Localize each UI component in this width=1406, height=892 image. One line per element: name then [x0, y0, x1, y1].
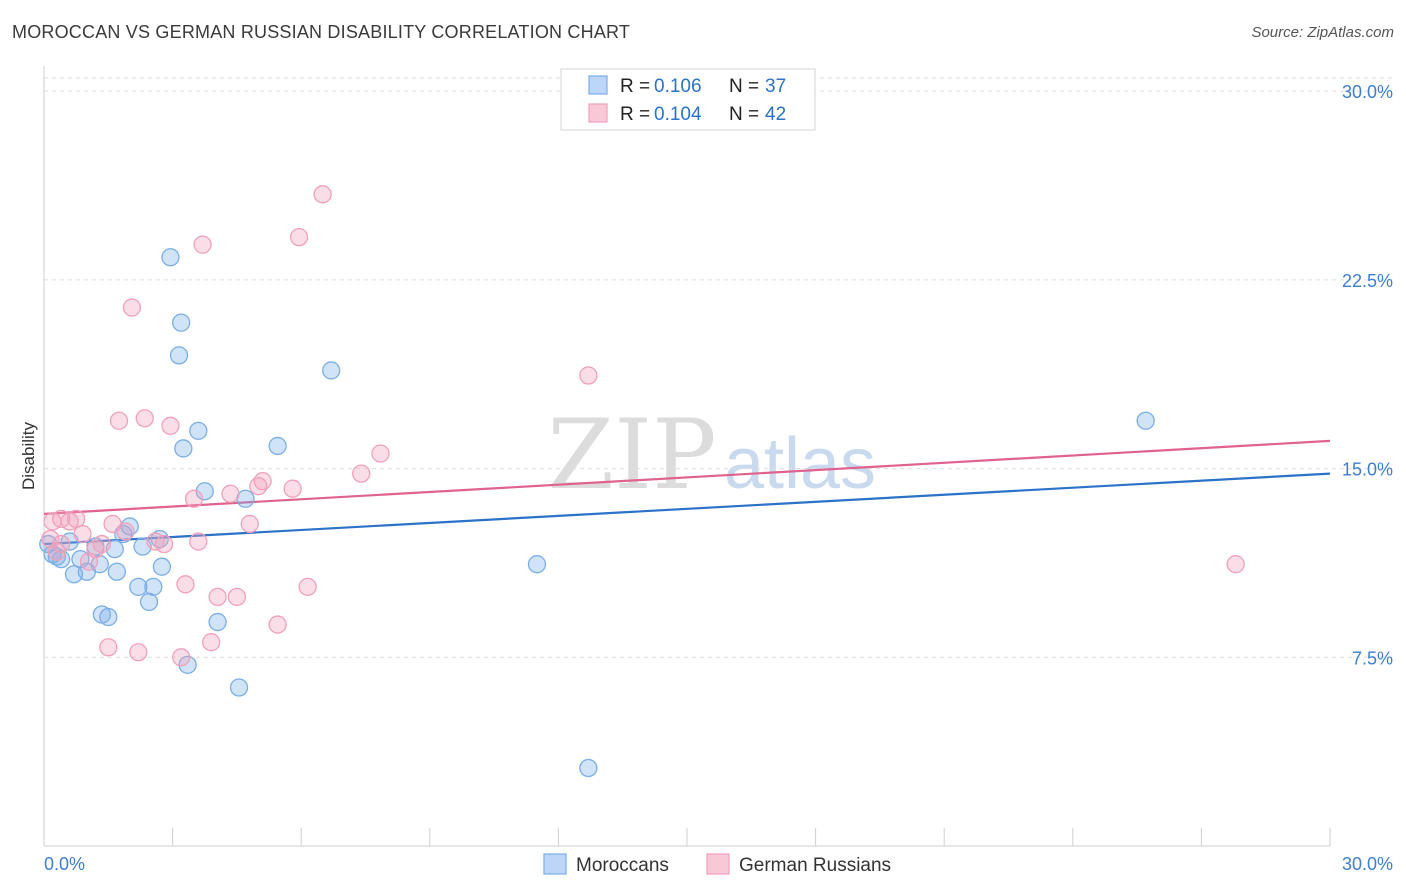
- legend-swatch-german-russians: [588, 103, 608, 123]
- legend-r-label-1: R =: [620, 76, 655, 97]
- y-tick-label-2: 22.5%: [1342, 271, 1393, 291]
- moroccans-point-36: [1136, 411, 1155, 430]
- watermark-atlas: atlas: [724, 424, 876, 504]
- german-russians-point-32: [268, 615, 287, 634]
- moroccans-point-22: [161, 248, 180, 267]
- moroccans-point-28: [195, 482, 214, 501]
- axes: [43, 66, 1331, 847]
- x-tick-label-0: 0.0%: [44, 854, 85, 874]
- chart-title: MOROCCAN VS GERMAN RUSSIAN DISABILITY CO…: [12, 22, 631, 42]
- german-russians-point-13: [116, 522, 135, 541]
- x-tick-label-1: 30.0%: [1342, 854, 1393, 874]
- german-russians-point-29: [240, 514, 259, 534]
- series-legend: Moroccans German Russians: [543, 853, 891, 876]
- stats-legend: R = 0.106 N = 37 R = 0.104 N = 42: [560, 68, 816, 131]
- german-russians-point-21: [176, 575, 195, 594]
- moroccans-point-18: [139, 592, 159, 612]
- moroccans-point-21: [152, 557, 172, 576]
- german-russians-point-15: [129, 643, 148, 662]
- bottom-legend-label-moroccans: Moroccans: [576, 855, 669, 876]
- german-russians-point-16: [135, 409, 154, 428]
- german-russians-point-37: [352, 464, 371, 483]
- german-russians-point-6: [73, 524, 92, 544]
- german-russians-point-5: [67, 509, 86, 529]
- german-russians-point-23: [189, 532, 208, 551]
- german-russians-point-18: [154, 534, 174, 554]
- german-russians-point-10: [99, 638, 118, 657]
- moroccans-point-29: [208, 612, 227, 632]
- y-tick-label-3: 30.0%: [1342, 82, 1393, 102]
- moroccans-point-26: [178, 655, 197, 674]
- legend-r-value-1: 0.106: [654, 76, 702, 97]
- moroccans-point-32: [268, 436, 287, 456]
- bottom-legend-swatch-german-russians: [706, 853, 730, 875]
- german-russians-point-36: [313, 185, 332, 204]
- german-russians-point-39: [579, 366, 598, 385]
- german-russians-point-35: [298, 577, 317, 596]
- moroccans-point-33: [322, 361, 341, 380]
- watermark: ZIP atlas: [547, 399, 876, 511]
- moroccans-point-34: [527, 555, 547, 574]
- moroccans-point-30: [229, 678, 249, 697]
- legend-swatch-moroccans: [588, 75, 608, 95]
- moroccans-trend-line: [43, 472, 1331, 546]
- tick-labels: 7.5% 15.0% 22.5% 30.0% 0.0% 30.0%: [44, 82, 1393, 874]
- moroccans-point-35: [579, 758, 598, 778]
- data-points: [39, 185, 1245, 778]
- german-russians-point-33: [283, 479, 302, 498]
- source-label: Source: ZipAtlas.com: [1251, 24, 1394, 41]
- legend-n-value-2: 42: [765, 104, 786, 125]
- moroccans-point-16: [129, 577, 148, 596]
- bottom-legend-label-german-russians: German Russians: [739, 855, 891, 876]
- moroccans-point-19: [144, 577, 163, 596]
- german-russians-point-38: [371, 444, 390, 463]
- bottom-legend-swatch-moroccans: [543, 853, 567, 875]
- german-russians-point-22: [184, 489, 204, 508]
- german-russians-point-34: [289, 227, 309, 247]
- watermark-zip: ZIP: [547, 399, 716, 511]
- legend-r-value-2: 0.104: [654, 104, 702, 125]
- legend-n-label-1: N =: [729, 76, 764, 97]
- y-tick-label-0: 7.5%: [1352, 648, 1393, 668]
- legend-n-value-1: 37: [765, 76, 786, 97]
- german-russians-point-28: [227, 587, 247, 607]
- german-russians-point-31: [253, 472, 272, 491]
- moroccans-point-11: [99, 607, 118, 627]
- german-russians-point-27: [221, 484, 240, 503]
- legend-n-label-2: N =: [729, 104, 764, 125]
- german-russians-point-2: [51, 534, 71, 554]
- y-axis-label: Disability: [19, 421, 38, 490]
- moroccans-point-25: [174, 439, 193, 458]
- german-russians-point-14: [122, 298, 142, 317]
- german-russians-point-24: [193, 235, 212, 254]
- german-russians-trend-line: [43, 439, 1331, 515]
- moroccans-point-13: [107, 562, 127, 581]
- moroccans-point-27: [189, 421, 208, 440]
- trend-lines: [43, 439, 1331, 546]
- german-russians-point-19: [161, 416, 180, 435]
- german-russians-point-9: [92, 534, 112, 554]
- german-russians-point-25: [202, 633, 221, 652]
- y-tick-label-1: 15.0%: [1342, 460, 1393, 480]
- moroccans-point-24: [172, 313, 191, 332]
- moroccans-point-23: [169, 346, 189, 365]
- german-russians-point-20: [172, 648, 191, 667]
- german-russians-point-12: [109, 411, 129, 430]
- legend-r-label-2: R =: [620, 104, 655, 125]
- german-russians-point-26: [208, 587, 227, 607]
- german-russians-point-40: [1226, 555, 1245, 574]
- german-russians-point-41: [43, 512, 62, 531]
- gridlines: [44, 77, 1392, 658]
